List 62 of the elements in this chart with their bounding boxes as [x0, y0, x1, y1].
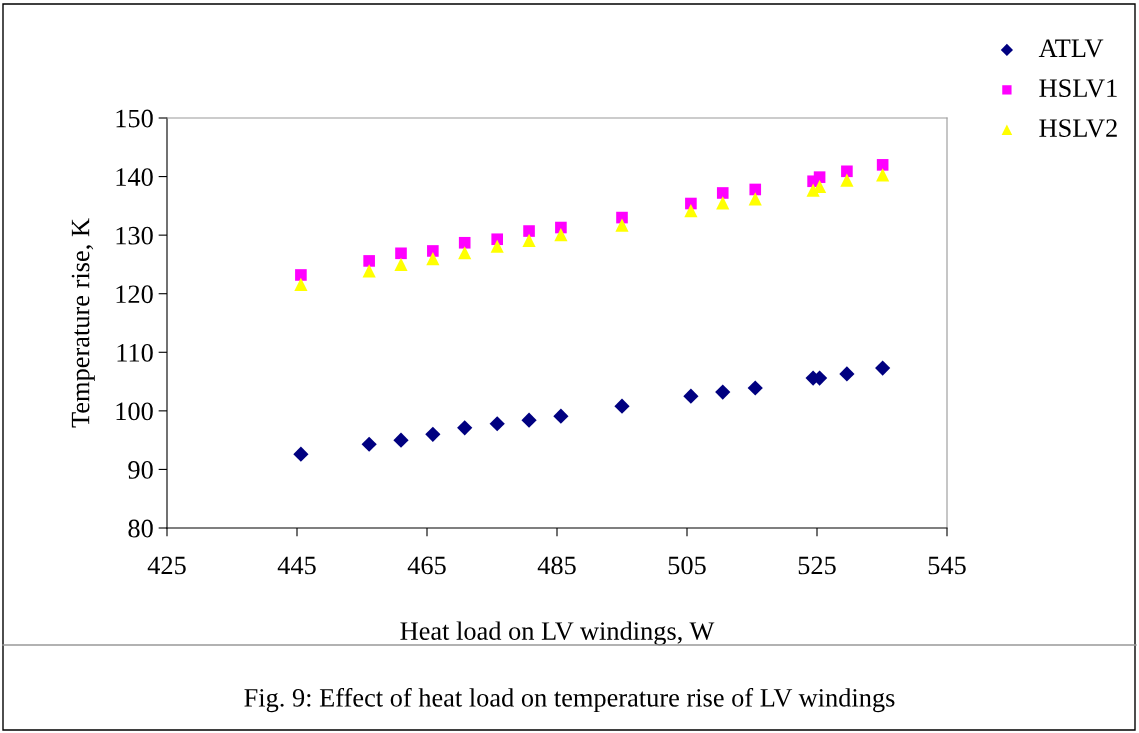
x-tick-label: 545: [928, 556, 966, 575]
y-tick-label: 100: [116, 402, 153, 421]
y-tick-label: 120: [116, 285, 153, 304]
point: [363, 255, 375, 267]
point: [839, 366, 855, 382]
point: [683, 388, 699, 404]
point: [427, 245, 439, 257]
point: [813, 171, 826, 183]
y-tick-label: 80: [128, 519, 153, 538]
point: [749, 183, 762, 196]
y-tick-label: 150: [116, 109, 153, 128]
point: [553, 408, 569, 424]
point: [875, 360, 891, 376]
point: [876, 168, 890, 182]
legend-label: HSLV2: [1039, 119, 1117, 138]
point: [293, 446, 309, 462]
point: [876, 159, 889, 171]
x-tick-label: 445: [277, 556, 316, 575]
point: [748, 192, 762, 206]
point: [521, 412, 537, 428]
legend-label: ATLV: [1038, 39, 1104, 58]
x-tick-label: 485: [537, 556, 576, 575]
y-tick-label: 110: [117, 343, 153, 362]
point: [393, 432, 409, 448]
point: [523, 225, 535, 237]
point: [614, 398, 630, 414]
point: [295, 269, 307, 281]
y-tick-label: 130: [116, 226, 153, 245]
legend-label: HSLV1: [1039, 79, 1117, 98]
point: [457, 420, 473, 436]
point: [522, 233, 536, 247]
point: [715, 384, 731, 400]
x-tick-label: 425: [147, 556, 186, 575]
point: [554, 227, 568, 242]
point: [616, 211, 628, 224]
point: [716, 187, 729, 199]
x-tick-label: 505: [668, 556, 706, 575]
point: [362, 264, 376, 278]
y-tick-label: 90: [128, 461, 153, 479]
point: [684, 203, 698, 218]
point: [425, 426, 441, 442]
point: [716, 196, 730, 210]
y-axis-title: Temperature rise, K: [71, 218, 95, 428]
point: [840, 173, 854, 187]
point: [395, 247, 407, 260]
point: [458, 236, 471, 249]
point: [361, 436, 377, 452]
x-tick-label: 465: [407, 556, 446, 575]
y-tick-label: 140: [116, 168, 153, 186]
point: [615, 218, 629, 232]
x-tick-label: 525: [798, 556, 836, 575]
x-axis-title: Heat load on LV windings, W: [400, 621, 715, 646]
point: [458, 246, 472, 260]
point: [747, 380, 763, 396]
point: [841, 165, 853, 178]
caption: Fig. 9: Effect of heat load on temperature rise of LV windings: [244, 687, 895, 713]
point: [426, 251, 440, 266]
point: [813, 179, 827, 194]
point: [294, 277, 308, 291]
point: [489, 416, 505, 432]
point: [490, 239, 504, 253]
point: [394, 257, 408, 272]
